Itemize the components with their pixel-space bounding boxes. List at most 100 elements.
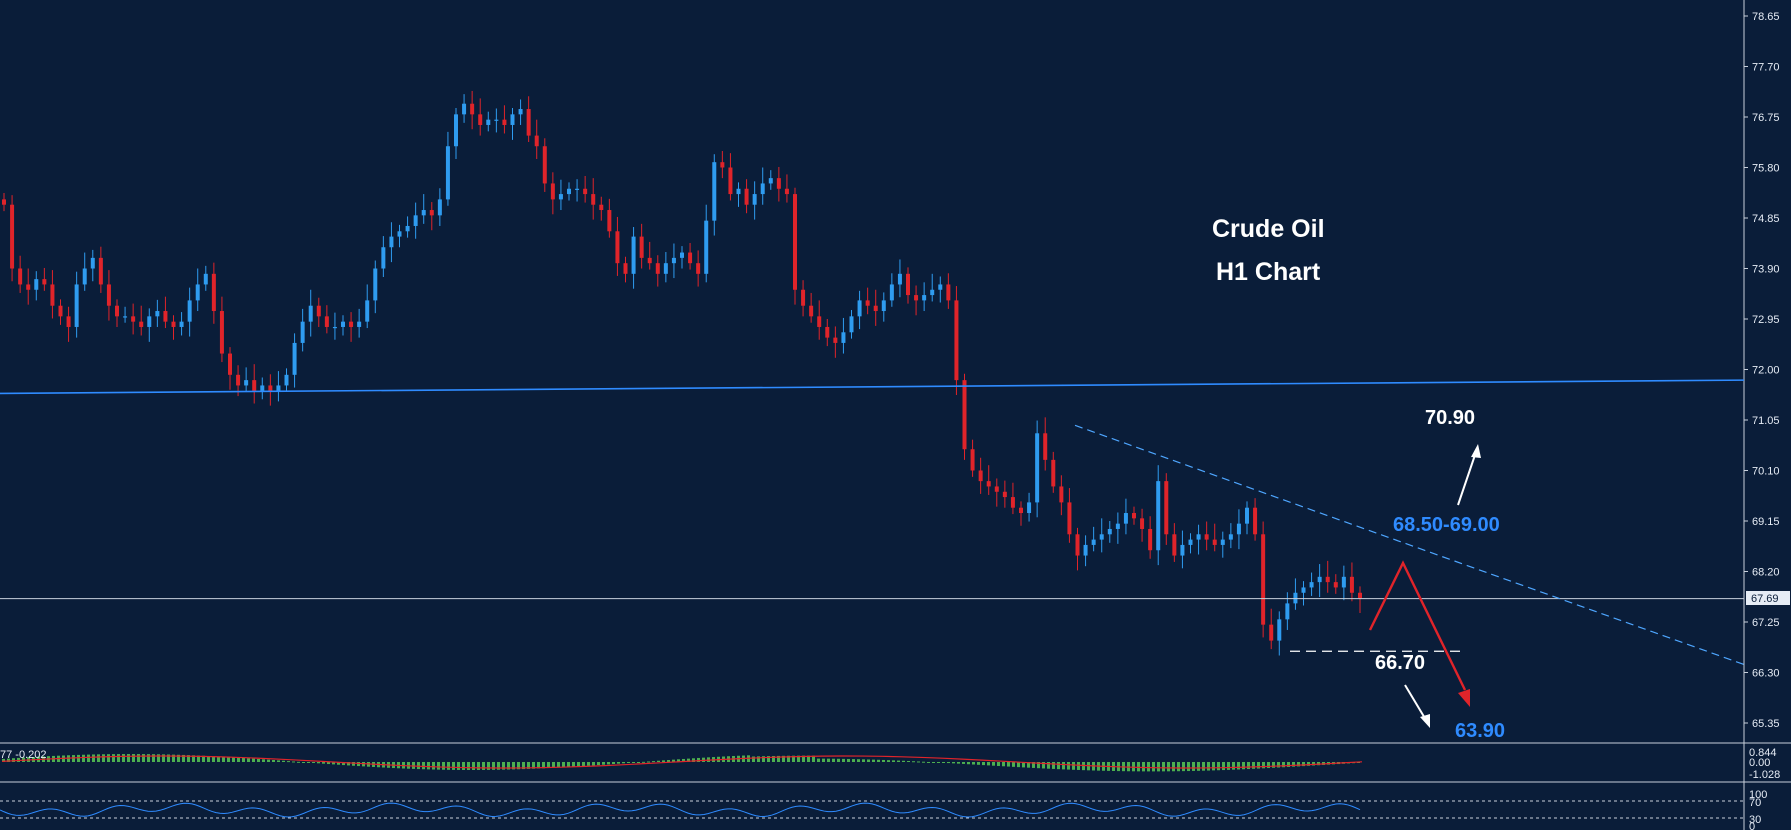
candle-body [381, 247, 386, 269]
macd-bar [422, 762, 425, 770]
macd-bar [1167, 762, 1170, 772]
candle-body [881, 300, 886, 312]
candle-body [1091, 539, 1096, 545]
macd-bar [207, 755, 210, 762]
y-tick-label: 72.95 [1752, 314, 1780, 326]
macd-bar [332, 762, 335, 765]
candle-body [203, 273, 208, 285]
candle-body [631, 236, 636, 274]
candle-body [1010, 497, 1015, 508]
macd-bar [487, 762, 490, 770]
macd-bar [472, 762, 475, 770]
macd-bar [867, 759, 870, 762]
macd-bar [247, 758, 250, 762]
macd-bar [102, 754, 105, 762]
candle-body [793, 194, 797, 290]
candle-body [1115, 523, 1120, 529]
macd-bar [242, 757, 245, 762]
candle-body [106, 284, 111, 306]
candle-body [284, 374, 289, 386]
current-price-label: 67.69 [1751, 593, 1779, 605]
y-tick-label: 73.90 [1752, 264, 1780, 276]
candle-body [10, 204, 15, 269]
macd-bar [12, 758, 15, 762]
macd-bar [947, 762, 950, 764]
macd-bar [457, 762, 460, 770]
macd-bar [532, 762, 535, 769]
macd-bar [1002, 762, 1005, 767]
candle-body [1212, 539, 1217, 545]
candle-body [873, 305, 878, 312]
candle-body [244, 380, 249, 386]
candle-body [357, 321, 362, 327]
rsi-tick-0: 0 [1749, 821, 1755, 830]
macd-bar [997, 762, 1000, 766]
macd-bar [817, 758, 820, 762]
macd-bar [117, 754, 120, 762]
candle-body [268, 385, 273, 391]
macd-bar [1067, 762, 1070, 770]
candle-body [663, 263, 668, 274]
macd-bar [497, 762, 500, 770]
candle-body [195, 284, 200, 301]
candle-body [445, 146, 450, 200]
macd-bar [77, 754, 80, 762]
macd-bar [2, 758, 5, 762]
macd-bar [1147, 762, 1150, 772]
macd-bar [612, 762, 615, 765]
candle-body [599, 204, 604, 211]
y-tick-label: 75.80 [1752, 163, 1780, 175]
candle-body [502, 119, 507, 125]
candle-body [1019, 507, 1023, 514]
macd-bar [897, 760, 900, 762]
candle-body [470, 103, 475, 115]
candle-body [1123, 513, 1128, 524]
macd-bar [1042, 762, 1045, 769]
macd-bar [322, 762, 325, 764]
macd-bar [222, 756, 225, 762]
candle-body [696, 263, 701, 274]
macd-bar [357, 762, 360, 767]
macd-tick-bot: -1.028 [1749, 769, 1780, 781]
candle-body [219, 311, 224, 354]
candle-body [567, 188, 571, 195]
candle-body [752, 194, 757, 205]
candle-body [534, 135, 539, 147]
macd-bar [877, 759, 880, 762]
candle-body [74, 284, 79, 327]
macd-bar [182, 754, 185, 762]
macd-bar [517, 762, 520, 770]
macd-bar [922, 761, 925, 763]
candles-group [2, 90, 1362, 656]
candle-body [583, 188, 588, 195]
annotation-support: 66.70 [1375, 652, 1425, 674]
candle-body [550, 183, 555, 200]
candle-body [429, 210, 434, 216]
candle-body [1309, 582, 1314, 588]
macd-bar [327, 762, 330, 765]
macd-bar [107, 754, 110, 762]
macd-bar [917, 761, 920, 763]
y-tick-label: 71.05 [1752, 415, 1780, 427]
macd-bar [302, 762, 305, 763]
candle-body [349, 321, 354, 327]
macd-bar [677, 759, 680, 762]
candle-body [486, 119, 491, 125]
y-axis: 78.65 77.70 76.75 75.80 74.85 73.90 72.95 72.00… [1744, 11, 1780, 730]
macd-bar [842, 758, 845, 762]
candle-body [82, 268, 87, 285]
macd-bar [352, 762, 355, 766]
macd-bar [582, 762, 585, 767]
candle-body [437, 199, 442, 216]
macd-bar [617, 762, 620, 764]
macd-bar [1012, 762, 1015, 767]
macd-bar [1222, 762, 1225, 771]
candle-body [1325, 576, 1330, 583]
candle-body [1140, 518, 1145, 529]
candle-body [970, 449, 975, 471]
macd-bar [1192, 762, 1195, 771]
macd-bar [1247, 762, 1250, 770]
candle-body [720, 162, 725, 168]
candle-body [760, 183, 765, 195]
